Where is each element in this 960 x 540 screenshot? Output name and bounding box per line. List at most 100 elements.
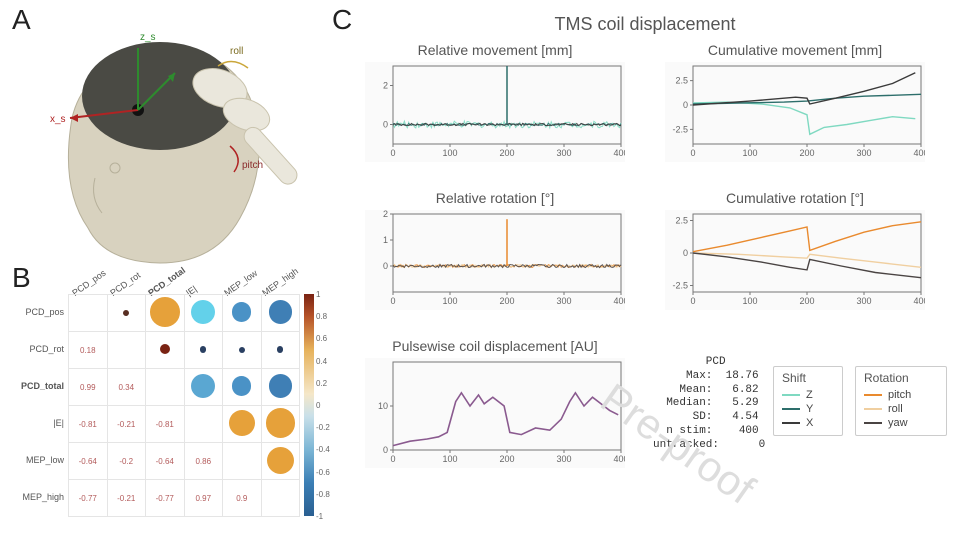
svg-text:0: 0	[390, 454, 395, 464]
colorbar-tick: 0.4	[316, 357, 327, 366]
colorbar-tick: -0.2	[316, 423, 330, 432]
svg-text:0: 0	[383, 261, 388, 271]
corr-cell: -0.81	[146, 406, 185, 443]
panel-b-correlation-matrix: PCD_posPCD_rotPCD_total|E|MEP_lowMEP_hig…	[14, 270, 334, 530]
colorbar-tick: -0.8	[316, 490, 330, 499]
colorbar-tick: -0.4	[316, 445, 330, 454]
svg-text:-2.5: -2.5	[672, 281, 688, 291]
legend-item: Y	[782, 403, 834, 415]
corr-cell	[184, 295, 223, 332]
svg-text:300: 300	[556, 296, 571, 306]
svg-text:0: 0	[390, 296, 395, 306]
corr-cell	[107, 295, 146, 332]
legend-item: pitch	[864, 389, 938, 401]
corr-cell	[184, 332, 223, 369]
corr-cell	[146, 369, 185, 406]
legend-title: Shift	[782, 371, 834, 385]
svg-text:100: 100	[442, 296, 457, 306]
corr-cell	[184, 369, 223, 406]
svg-text:200: 200	[799, 148, 814, 158]
corr-cell: -0.21	[107, 480, 146, 517]
svg-text:400: 400	[613, 148, 625, 158]
corr-cell	[223, 295, 262, 332]
svg-text:roll: roll	[230, 46, 243, 57]
corr-row-label: MEP_high	[14, 492, 64, 502]
svg-text:200: 200	[499, 148, 514, 158]
panel-c-title: TMS coil displacement	[335, 14, 955, 35]
svg-text:2: 2	[383, 210, 388, 219]
svg-text:0: 0	[690, 148, 695, 158]
colorbar-tick: 0.6	[316, 334, 327, 343]
subplot-pcd: Pulsewise coil displacement [AU] 0100200…	[365, 358, 625, 468]
svg-text:200: 200	[499, 454, 514, 464]
corr-row-label: PCD_rot	[14, 344, 64, 354]
svg-text:100: 100	[742, 148, 757, 158]
corr-cell	[223, 406, 262, 443]
subplot-title: Relative movement [mm]	[365, 42, 625, 58]
corr-cell	[223, 332, 262, 369]
corr-cell	[261, 332, 300, 369]
corr-cell	[261, 480, 300, 517]
svg-text:400: 400	[913, 148, 925, 158]
corr-cell	[261, 406, 300, 443]
svg-text:400: 400	[913, 296, 925, 306]
corr-cell: -0.77	[69, 480, 108, 517]
svg-text:x_s: x_s	[50, 114, 66, 125]
corr-row-label: |E|	[14, 418, 64, 428]
colorbar-tick: -1	[316, 512, 323, 521]
corr-cell	[261, 369, 300, 406]
svg-text:300: 300	[856, 296, 871, 306]
corr-cell: -0.64	[69, 443, 108, 480]
colorbar-tick: 0.8	[316, 312, 327, 321]
corr-cell: -0.81	[69, 406, 108, 443]
subplot-relative-movement: Relative movement [mm] 010020030040002	[365, 62, 625, 162]
corr-cell	[261, 443, 300, 480]
colorbar-tick: 0.2	[316, 379, 327, 388]
colorbar	[304, 294, 314, 516]
svg-text:2.5: 2.5	[675, 76, 688, 86]
svg-text:400: 400	[613, 454, 625, 464]
legend-rotation: Rotation pitch roll yaw	[855, 366, 947, 436]
corr-cell: 0.97	[184, 480, 223, 517]
corr-cell: -0.2	[107, 443, 146, 480]
corr-cell	[261, 295, 300, 332]
legend-item: roll	[864, 403, 938, 415]
corr-row-label: PCD_total	[14, 381, 64, 391]
colorbar-tick: 1	[316, 290, 320, 299]
corr-cell	[223, 443, 262, 480]
corr-cell	[107, 332, 146, 369]
colorbar-tick: 0	[316, 401, 320, 410]
legend-shift: ShiftZYX	[773, 366, 843, 436]
corr-cell	[184, 406, 223, 443]
subplot-title: Relative rotation [°]	[365, 190, 625, 206]
legend-item: yaw	[864, 417, 938, 429]
subplot-cumulative-movement: Cumulative movement [mm] 0100200300400-2…	[665, 62, 925, 162]
corr-cell: -0.77	[146, 480, 185, 517]
subplot-title: Cumulative rotation [°]	[665, 190, 925, 206]
corr-cell: 0.86	[184, 443, 223, 480]
svg-text:-2.5: -2.5	[672, 124, 688, 134]
svg-text:100: 100	[742, 296, 757, 306]
corr-cell	[69, 295, 108, 332]
corr-row-label: PCD_pos	[14, 307, 64, 317]
svg-text:10: 10	[378, 401, 388, 411]
svg-text:pitch: pitch	[242, 160, 263, 171]
svg-text:300: 300	[856, 148, 871, 158]
svg-text:2: 2	[383, 81, 388, 91]
colorbar-tick: -0.6	[316, 468, 330, 477]
svg-text:200: 200	[499, 296, 514, 306]
panel-c-charts: TMS coil displacement Relative movement …	[335, 10, 955, 530]
subplot-title: Cumulative movement [mm]	[665, 42, 925, 58]
svg-text:0: 0	[683, 248, 688, 258]
corr-cell	[223, 369, 262, 406]
legend-title: Rotation	[864, 371, 938, 385]
svg-text:0: 0	[390, 148, 395, 158]
subplot-cumulative-rotation: Cumulative rotation [°] 0100200300400-2.…	[665, 210, 925, 310]
svg-text:100: 100	[442, 454, 457, 464]
svg-text:0: 0	[383, 120, 388, 130]
svg-text:100: 100	[442, 148, 457, 158]
corr-cell	[146, 295, 185, 332]
svg-text:1: 1	[383, 235, 388, 245]
svg-text:0: 0	[690, 296, 695, 306]
svg-text:300: 300	[556, 148, 571, 158]
